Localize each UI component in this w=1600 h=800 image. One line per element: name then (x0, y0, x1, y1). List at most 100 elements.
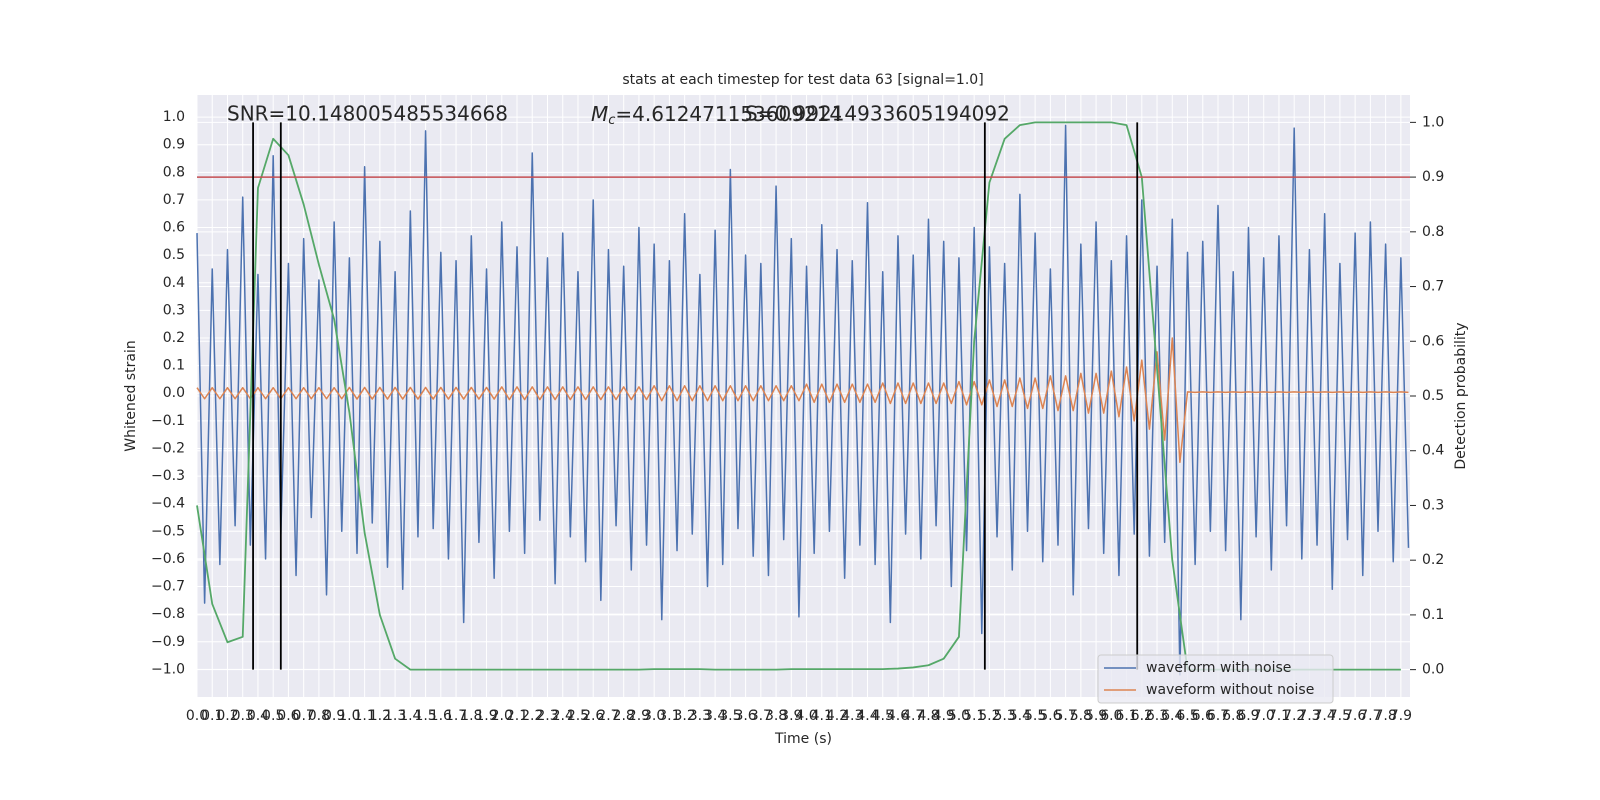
y-tick-label: −1.0 (151, 661, 185, 677)
x-tick-label: 3.2 (674, 708, 696, 724)
x-tick-label: 5.1 (963, 708, 985, 724)
legend-label: waveform with noise (1146, 660, 1291, 676)
legend-box (1097, 654, 1334, 704)
x-tick-label: 1.0 (338, 708, 360, 724)
annotation: SNR=10.148005485534668 (227, 102, 508, 126)
x-tick-label: 7.8 (1374, 708, 1396, 724)
x-tick-label: 4.0 (795, 708, 817, 724)
x-tick-label: 3.0 (643, 708, 665, 724)
x-tick-label: 4.8 (917, 708, 939, 724)
x-tick-label: 0.0 (186, 708, 208, 724)
x-tick-label: 3.1 (658, 708, 680, 724)
y2-tick-label: 0.9 (1422, 169, 1444, 185)
annotation-symbol: M (591, 102, 608, 126)
x-tick-label: 5.4 (1009, 708, 1031, 724)
x-tick-label: 2.0 (491, 708, 513, 724)
y2-tick-label: 0.4 (1422, 443, 1444, 459)
y-tick-label: 0.4 (163, 275, 185, 291)
x-tick-label: 3.3 (689, 708, 711, 724)
x-tick-label: 0.8 (308, 708, 330, 724)
x-tick-label: 7.4 (1314, 708, 1336, 724)
x-tick-label: 6.8 (1222, 708, 1244, 724)
x-tick-label: 0.7 (293, 708, 315, 724)
x-tick-label: 7.7 (1359, 708, 1381, 724)
annotation: S=0.99214933605194092 (745, 102, 1010, 126)
x-tick-label: 2.6 (582, 708, 604, 724)
annotation-subscript: c (608, 113, 615, 128)
series-line (196, 337, 1409, 464)
x-tick-label: 2.4 (552, 708, 574, 724)
y-tick-label: −0.4 (151, 496, 185, 512)
x-tick-label: 0.4 (247, 708, 269, 724)
x-tick-label: 4.2 (826, 708, 848, 724)
y-tick-label: 0.2 (163, 330, 185, 346)
y-tick-label: −0.3 (151, 468, 185, 484)
y-tick-label: −0.6 (151, 551, 185, 567)
x-tick-label: 1.9 (475, 708, 497, 724)
x-tick-label: 1.1 (353, 708, 375, 724)
annotation: Mc=4.612471153609214 (591, 102, 842, 128)
y-tick-label: 0.8 (163, 164, 185, 180)
x-tick-label: 4.4 (856, 708, 878, 724)
x-tick-label: 5.8 (1070, 708, 1092, 724)
y2-tick-label: 0.2 (1422, 552, 1444, 568)
x-tick-label: 6.7 (1207, 708, 1229, 724)
y2-axis-label: Detection probability (1453, 322, 1469, 469)
x-tick-label: 3.8 (765, 708, 787, 724)
x-tick-label: 1.3 (384, 708, 406, 724)
y2-tick-label: 0.8 (1422, 224, 1444, 240)
x-tick-label: 0.3 (232, 708, 254, 724)
x-tick-label: 6.5 (1176, 708, 1198, 724)
x-axis-label: Time (s) (774, 731, 832, 747)
x-tick-label: 7.2 (1283, 708, 1305, 724)
x-tick-label: 5.0 (948, 708, 970, 724)
x-tick-label: 1.6 (430, 708, 452, 724)
y-tick-label: −0.8 (151, 606, 185, 622)
x-tick-label: 6.3 (1146, 708, 1168, 724)
y-tick-label: 0.3 (163, 302, 185, 318)
x-tick-label: 0.6 (277, 708, 299, 724)
x-tick-label: 2.2 (521, 708, 543, 724)
x-tick-label: 1.2 (369, 708, 391, 724)
chart-title: stats at each timestep for test data 63 … (622, 72, 983, 88)
y2-tick-label: 0.3 (1422, 497, 1444, 513)
x-tick-label: 3.5 (719, 708, 741, 724)
y-tick-label: 0.6 (163, 220, 185, 236)
y2-tick-label: 0.1 (1422, 607, 1444, 623)
x-tick-label: 0.2 (216, 708, 238, 724)
y-tick-label: 0.0 (163, 385, 185, 401)
x-tick-label: 7.6 (1344, 708, 1366, 724)
x-tick-label: 5.5 (1024, 708, 1046, 724)
x-tick-label: 5.7 (1054, 708, 1076, 724)
y-tick-label: −0.2 (151, 440, 185, 456)
x-tick-label: 6.4 (1161, 708, 1183, 724)
x-tick-label: 4.3 (841, 708, 863, 724)
x-tick-label: 6.9 (1237, 708, 1259, 724)
y2-tick-label: 0.5 (1422, 388, 1444, 404)
x-tick-label: 0.5 (262, 708, 284, 724)
x-tick-label: 5.3 (994, 708, 1016, 724)
x-tick-label: 1.5 (414, 708, 436, 724)
x-tick-label: 5.2 (978, 708, 1000, 724)
x-tick-label: 3.9 (780, 708, 802, 724)
x-tick-label: 5.6 (1039, 708, 1061, 724)
y-tick-label: −0.5 (151, 523, 185, 539)
legend-label: waveform without noise (1146, 682, 1314, 698)
x-tick-label: 3.4 (704, 708, 726, 724)
y-tick-label: 0.9 (163, 137, 185, 153)
x-tick-label: 0.9 (323, 708, 345, 724)
x-tick-label: 6.6 (1192, 708, 1214, 724)
x-tick-label: 4.9 (933, 708, 955, 724)
x-tick-label: 5.9 (1085, 708, 1107, 724)
x-tick-label: 2.7 (597, 708, 619, 724)
x-tick-label: 4.1 (811, 708, 833, 724)
y-tick-label: −0.7 (151, 579, 185, 595)
y2-tick-label: 0.6 (1422, 333, 1444, 349)
x-tick-label: 7.9 (1390, 708, 1412, 724)
x-tick-label: 3.6 (734, 708, 756, 724)
x-tick-label: 6.1 (1115, 708, 1137, 724)
x-tick-label: 2.1 (506, 708, 528, 724)
y-axis-label: Whitened strain (123, 340, 139, 451)
y2-tick-label: 0.0 (1422, 662, 1444, 678)
